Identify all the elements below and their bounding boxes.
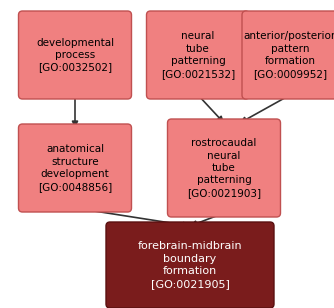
FancyBboxPatch shape [242,11,334,99]
Text: rostrocaudal
neural
tube
patterning
[GO:0021903]: rostrocaudal neural tube patterning [GO:… [187,138,261,198]
FancyBboxPatch shape [106,222,274,308]
FancyBboxPatch shape [167,119,281,217]
Text: neural
tube
patterning
[GO:0021532]: neural tube patterning [GO:0021532] [161,31,235,79]
Text: anterior/posterior
pattern
formation
[GO:0009952]: anterior/posterior pattern formation [GO… [244,31,334,79]
FancyBboxPatch shape [147,11,249,99]
FancyBboxPatch shape [18,11,132,99]
FancyBboxPatch shape [18,124,132,212]
Text: forebrain-midbrain
boundary
formation
[GO:0021905]: forebrain-midbrain boundary formation [G… [138,241,242,289]
Text: developmental
process
[GO:0032502]: developmental process [GO:0032502] [36,38,114,72]
Text: anatomical
structure
development
[GO:0048856]: anatomical structure development [GO:004… [38,144,112,192]
